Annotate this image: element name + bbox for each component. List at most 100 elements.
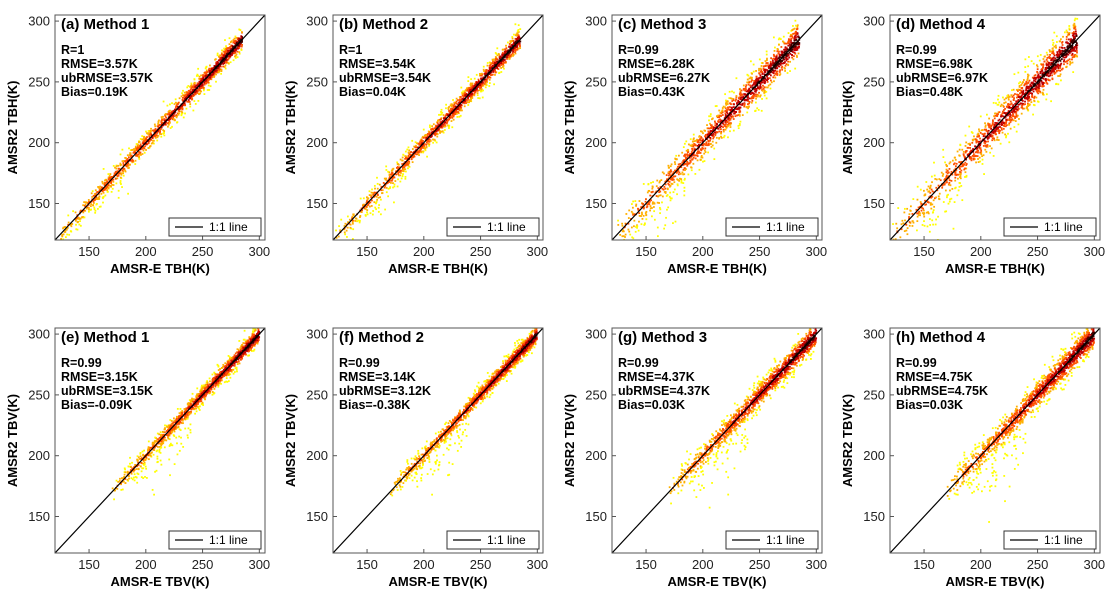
scatter-point — [692, 140, 695, 143]
scatter-point — [1051, 78, 1054, 81]
scatter-point — [630, 248, 632, 250]
scatter-point — [676, 183, 679, 186]
scatter-point — [769, 64, 771, 67]
scatter-point — [225, 57, 228, 60]
scatter-point — [498, 72, 500, 75]
scatter-point — [621, 235, 624, 238]
scatter-point — [467, 80, 470, 83]
scatter-point — [631, 206, 634, 209]
scatter-point — [713, 120, 716, 123]
scatter-point — [725, 119, 728, 122]
scatter-point — [180, 114, 183, 117]
scatter-point — [84, 203, 87, 206]
scatter-point — [760, 62, 763, 64]
scatter-point — [681, 171, 684, 174]
scatter-point — [383, 177, 386, 180]
scatter-point — [674, 175, 677, 178]
scatter-point — [513, 41, 515, 44]
scatter-point — [780, 66, 783, 69]
scatter-point — [989, 133, 992, 136]
scatter-point — [224, 58, 226, 61]
scatter-point — [1049, 63, 1052, 66]
scatter-point — [194, 91, 197, 94]
scatter-point — [377, 206, 380, 209]
scatter-point — [194, 82, 196, 84]
scatter-point — [225, 50, 228, 53]
scatter-point — [792, 28, 795, 31]
legend-box — [168, 217, 262, 237]
scatter-point — [962, 151, 965, 153]
scatter-point — [428, 144, 431, 147]
scatter-point — [454, 101, 457, 104]
scatter-point — [704, 135, 706, 138]
scatter-point — [734, 115, 737, 118]
scatter-point — [721, 107, 724, 109]
scatter-point — [422, 144, 425, 147]
scatter-point — [1036, 65, 1039, 68]
scatter-point — [1060, 62, 1063, 65]
scatter-point — [1049, 72, 1052, 75]
scatter-point — [1009, 121, 1012, 123]
scatter-point — [109, 184, 112, 187]
scatter-point — [187, 94, 189, 97]
scatter-point — [920, 209, 923, 212]
scatter-point — [737, 106, 740, 109]
scatter-point — [671, 179, 674, 181]
scatter-point — [369, 205, 371, 208]
scatter-point — [378, 204, 381, 206]
scatter-point — [672, 175, 675, 178]
scatter-point — [100, 186, 103, 189]
scatter-point — [139, 148, 142, 151]
scatter-point — [436, 135, 439, 138]
scatter-point — [238, 52, 241, 55]
scatter-point — [723, 125, 726, 127]
scatter-point — [767, 78, 769, 81]
scatter-point — [453, 109, 456, 112]
scatter-point — [221, 53, 223, 56]
scatter-point — [101, 190, 104, 192]
scatter-point — [746, 73, 749, 76]
scatter-point — [719, 118, 722, 121]
scatter-point — [240, 49, 243, 51]
scatter-point — [480, 72, 483, 75]
scatter-point — [690, 155, 693, 157]
scatter-point — [726, 111, 728, 114]
scatter-point — [414, 146, 417, 149]
scatter-point — [1073, 19, 1076, 22]
scatter-point — [720, 135, 722, 138]
scatter-point — [773, 63, 775, 66]
scatter-point — [670, 197, 673, 200]
scatter-point — [697, 139, 700, 142]
scatter-point — [748, 87, 751, 90]
scatter-point — [1069, 48, 1072, 51]
scatter-point — [201, 83, 204, 85]
scatter-point — [1045, 51, 1048, 54]
scatter-point — [754, 89, 757, 91]
stat-annotation: R=0.99 — [618, 43, 659, 57]
scatter-point — [186, 100, 189, 103]
scatter-point — [167, 113, 170, 116]
scatter-point — [1063, 47, 1066, 49]
scatter-point — [241, 43, 243, 46]
scatter-point — [795, 49, 797, 52]
scatter-point — [119, 176, 122, 179]
scatter-point — [369, 201, 372, 204]
scatter-point — [188, 100, 191, 103]
scatter-point — [349, 223, 352, 226]
scatter-point — [664, 180, 667, 183]
scatter-point — [1004, 123, 1006, 126]
scatter-point — [505, 56, 508, 59]
scatter-point — [196, 73, 199, 76]
scatter-point — [703, 160, 706, 162]
scatter-point — [683, 190, 686, 192]
scatter-point — [425, 146, 428, 149]
scatter-point — [729, 123, 731, 126]
scatter-point — [666, 208, 668, 211]
scatter-point — [373, 184, 376, 187]
scatter-point — [109, 176, 112, 179]
scatter-point — [474, 89, 477, 92]
scatter-point — [747, 83, 750, 86]
scatter-point — [93, 208, 96, 211]
scatter-point — [1027, 102, 1029, 105]
scatter-point — [1041, 84, 1044, 87]
